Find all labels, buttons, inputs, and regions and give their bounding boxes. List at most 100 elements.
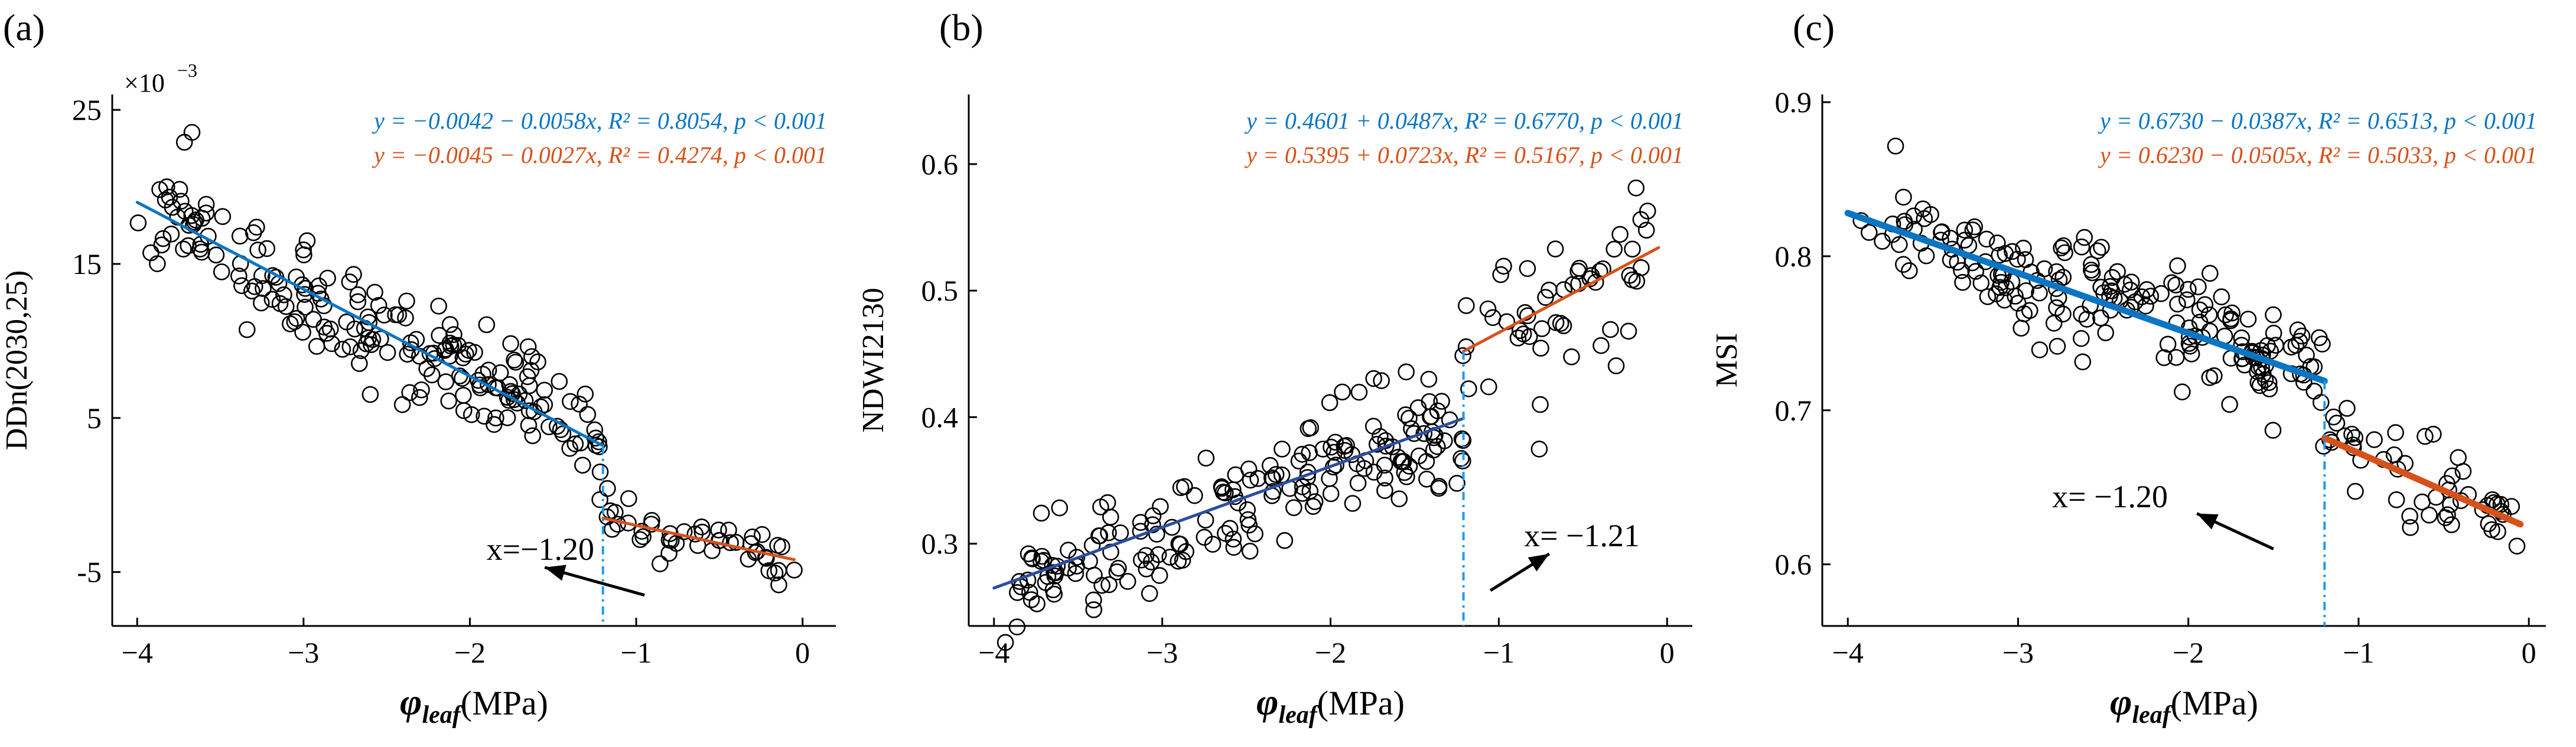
data-point [2078,311,2096,328]
data-point [1895,256,1912,273]
data-point [604,521,621,538]
data-point [197,195,215,213]
data-point [1364,417,1382,435]
y-tick-label: 0.8 [1775,240,1812,273]
data-point [258,240,276,257]
data-point [2163,274,2180,292]
data-point [480,376,497,393]
data-point [1267,466,1285,483]
data-point [753,526,771,543]
data-point [153,236,171,254]
data-point [1632,211,1650,229]
data-point [1225,530,1242,548]
data-point [463,406,480,423]
data-point [413,381,430,399]
data-point [2239,311,2257,328]
data-point [2366,431,2383,448]
data-point [149,255,166,272]
data-point [1376,482,1393,499]
data-point [297,298,314,316]
x-tick-label: −1 [1483,636,1515,669]
data-point [423,366,441,384]
data-point [476,407,493,425]
data-point [1460,380,1477,397]
fit-line-segment-2 [1462,246,1660,353]
data-point [233,277,250,295]
data-point [1896,213,1913,230]
data-point [1397,406,1414,423]
data-point [2076,229,2093,246]
data-point [161,188,178,206]
data-point [180,237,197,255]
data-point [2401,507,2418,525]
data-point [2439,506,2456,524]
data-point [1132,552,1150,569]
x-tick-label: −2 [1315,636,1346,669]
data-point [2251,377,2269,394]
scatter-points [1852,138,2526,555]
scatter-points [996,180,1656,651]
data-point [1091,527,1109,544]
data-point [1547,314,1565,331]
data-point [1495,257,1512,275]
data-point [231,227,249,245]
data-point [1398,363,1415,381]
data-point [359,308,377,326]
data-point [1533,320,1551,337]
panel-label: (c) [1793,6,1835,48]
data-point [1285,499,1302,517]
data-point [2017,282,2035,299]
data-point [1239,501,1256,518]
data-point [1376,469,1393,487]
data-point [298,232,316,250]
data-point [720,521,737,539]
y-exponent-label: ×10 [124,68,165,97]
data-point [2492,495,2510,513]
data-point [487,409,504,427]
data-point [295,241,312,259]
data-point [1454,347,1471,364]
x-label-unit: (MPa) [2171,684,2258,722]
data-point [172,193,190,210]
x-label-subscript: leaf [1278,702,1319,729]
arrow-head [1528,553,1549,572]
data-point [1023,549,1040,567]
data-point [1492,266,1509,283]
data-point [1410,447,1428,465]
data-point [207,246,225,264]
data-point [2083,256,2100,273]
data-point [1530,441,1548,458]
panel-c: −4 −3 −2 −1 0 0.6 0.7 0.8 0.9 (c) MSI φleaf(MPa) x= … [1710,6,2546,729]
data-point [1509,330,1527,347]
panel-b: −4 −3 −2 −1 0 0.3 0.4 0.5 0.6 (b) NDWI2130 φleaf(MP… [857,6,1692,729]
fit-line-segment-2 [601,516,796,562]
x-axis-label: φleaf(MPa) [400,681,548,729]
data-point [393,396,411,413]
data-point [2388,491,2405,508]
data-point [275,286,292,304]
data-point [323,335,340,353]
data-point [1978,230,1995,248]
data-point [1151,567,1168,584]
data-point [436,342,454,359]
data-point [1022,591,1040,608]
data-point [1242,471,1259,489]
data-point [710,521,727,539]
data-point [294,324,311,341]
data-point [1174,552,1191,569]
regression-equation-2: y = 0.6230 − 0.0505x, R² = 0.5033, p < 0… [2098,142,2537,168]
data-point [1239,511,1257,529]
data-point [1956,221,1973,239]
data-point [341,338,359,355]
arrow-head [2197,513,2219,530]
data-point [1377,438,1395,455]
x-tick-label: 0 [2522,636,2536,669]
x-tick-label: −4 [122,636,153,669]
data-point [478,316,496,334]
data-point [2387,424,2404,441]
panel-a: −4 −3 −2 −1 0 -5 5 15 25 ×10 −3 (a) DDn(2030,25) φlea… [0,6,836,729]
data-point [1350,383,1368,401]
x-tick-label: −3 [2002,636,2034,669]
data-point [1110,559,1127,577]
y-tick-label: 0.4 [921,400,959,433]
